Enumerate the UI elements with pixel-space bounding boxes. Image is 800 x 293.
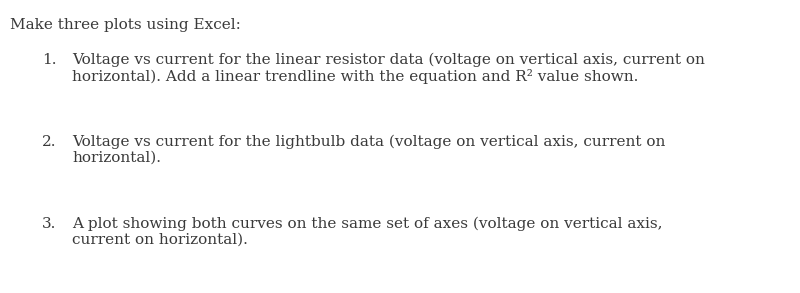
Text: current on horizontal).: current on horizontal). (72, 233, 248, 247)
Text: 2.: 2. (42, 135, 57, 149)
Text: horizontal).: horizontal). (72, 151, 161, 165)
Text: Voltage vs current for the lightbulb data (voltage on vertical axis, current on: Voltage vs current for the lightbulb dat… (72, 135, 666, 149)
Text: 3.: 3. (42, 217, 56, 231)
Text: A plot showing both curves on the same set of axes (voltage on vertical axis,: A plot showing both curves on the same s… (72, 217, 662, 231)
Text: 1.: 1. (42, 53, 57, 67)
Text: Make three plots using Excel:: Make three plots using Excel: (10, 18, 241, 32)
Text: Voltage vs current for the linear resistor data (voltage on vertical axis, curre: Voltage vs current for the linear resist… (72, 53, 705, 67)
Text: horizontal). Add a linear trendline with the equation and R² value shown.: horizontal). Add a linear trendline with… (72, 69, 638, 84)
